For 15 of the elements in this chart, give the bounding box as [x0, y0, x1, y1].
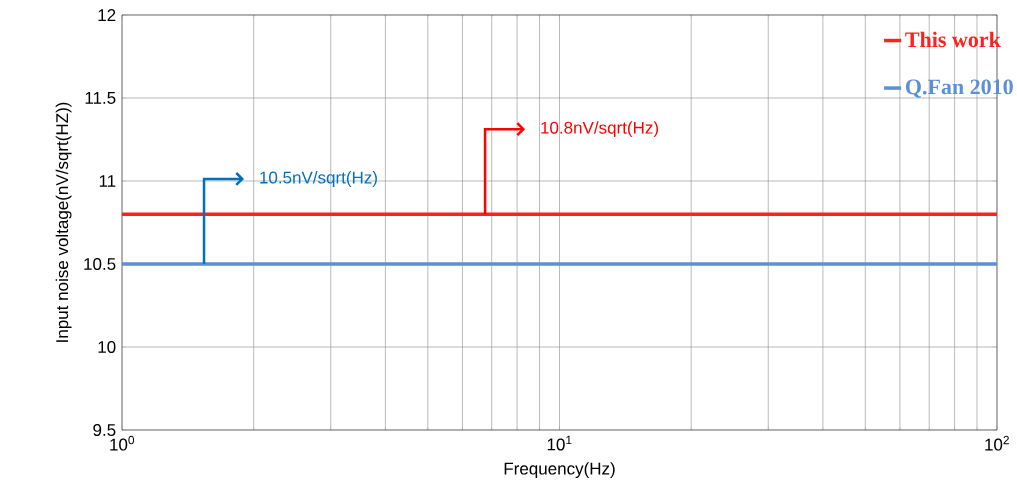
x-tick-label: 10$^{2}$ [985, 435, 1009, 451]
y-tick-label: 10 [98, 340, 116, 354]
y-tick-label: 11.5 [85, 92, 116, 104]
y-tick-label: 10.5 [84, 257, 116, 271]
legend-label: Q.Fan 2010 [905, 79, 1013, 98]
y-axis-title: Input noise voltage(nV/sqrt(HZ)) [55, 102, 72, 342]
y-tick-label: 12 [98, 9, 116, 21]
annotation: 10.5nV/sqrt(Hz) [260, 171, 377, 187]
x-tick-label: 10$^{0}$ [110, 435, 135, 451]
y-tick-label: 9.5 [93, 423, 116, 437]
y-tick-label: 11 [99, 175, 116, 187]
x-axis-title: Frequency(Hz) [504, 462, 615, 478]
x-tick-label: 10$^{1}$ [547, 435, 572, 451]
annotation: 10.8nV/sqrt(Hz) [541, 121, 658, 138]
legend-label: This work [905, 31, 1001, 48]
